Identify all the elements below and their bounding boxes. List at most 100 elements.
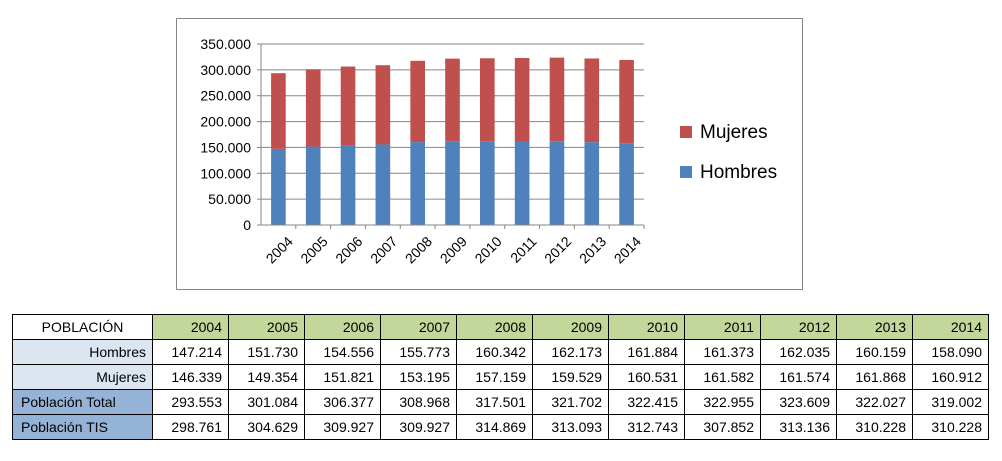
table-cell: 304.629 bbox=[228, 414, 305, 440]
table-cell: 322.415 bbox=[608, 389, 685, 415]
bar-mujeres-2011 bbox=[514, 57, 530, 142]
table-cell: 151.730 bbox=[228, 339, 305, 365]
table-cell: 161.582 bbox=[684, 364, 761, 390]
table-header-label: POBLACIÓN bbox=[12, 314, 153, 340]
table-cell: 154.556 bbox=[304, 339, 381, 365]
table-cell: 322.027 bbox=[836, 389, 913, 415]
axes bbox=[260, 44, 644, 226]
table-cell: 317.501 bbox=[456, 389, 533, 415]
table-cell: 323.609 bbox=[760, 389, 837, 415]
population-table: POBLACIÓN 2004 2005 2006 2007 2008 2009 2010 201… bbox=[12, 314, 989, 440]
table-cell: 147.214 bbox=[152, 339, 229, 365]
bars bbox=[271, 57, 634, 225]
table-cell: 157.159 bbox=[456, 364, 533, 390]
y-tick-label: 250.000 bbox=[200, 88, 251, 104]
table-cell: 309.927 bbox=[380, 414, 457, 440]
y-tick-label: 50.000 bbox=[208, 191, 251, 207]
table-cell: 161.574 bbox=[760, 364, 837, 390]
table-cell: 293.553 bbox=[152, 389, 229, 415]
table-cell: 160.531 bbox=[608, 364, 685, 390]
bar-mujeres-2010 bbox=[480, 58, 495, 142]
year-header: 2013 bbox=[836, 314, 913, 340]
year-header: 2006 bbox=[304, 314, 381, 340]
table-cell: 307.852 bbox=[684, 414, 761, 440]
bar-mujeres-2005 bbox=[305, 69, 321, 147]
row-label: Mujeres bbox=[12, 364, 153, 390]
bar-mujeres-2004 bbox=[271, 73, 286, 149]
legend-swatch-hombres bbox=[680, 166, 692, 178]
year-header: 2007 bbox=[380, 314, 457, 340]
bar-hombres-2005 bbox=[305, 146, 321, 225]
table-cell: 160.159 bbox=[836, 339, 913, 365]
year-header: 2011 bbox=[684, 314, 761, 340]
legend: Mujeres Hombres bbox=[680, 122, 777, 183]
table-cell: 321.702 bbox=[532, 389, 609, 415]
row-label: Población TIS bbox=[12, 414, 153, 440]
table-cell: 319.002 bbox=[912, 389, 989, 415]
y-tick-label: 100.000 bbox=[200, 165, 251, 181]
y-tick-label: 300.000 bbox=[200, 62, 251, 78]
table-cell: 161.868 bbox=[836, 364, 913, 390]
y-axis-ticks: 0 50.000 100.000 150.000 200.000 250.000 300.0… bbox=[200, 36, 261, 233]
table-cell: 306.377 bbox=[304, 389, 381, 415]
bar-hombres-2006 bbox=[340, 145, 356, 225]
table-cell: 159.529 bbox=[532, 364, 609, 390]
table-cell: 160.342 bbox=[456, 339, 533, 365]
table-row: Población TIS 298.761 304.629 309.927 309.92… bbox=[12, 414, 989, 440]
chart-container: 0 50.000 100.000 150.000 200.000 250.000 300.0… bbox=[176, 18, 803, 290]
y-tick-label: 350.000 bbox=[200, 36, 251, 52]
bar-hombres-2013 bbox=[584, 142, 600, 225]
table-cell: 310.228 bbox=[912, 414, 989, 440]
table-cell: 313.093 bbox=[532, 414, 609, 440]
y-tick-label: 150.000 bbox=[200, 139, 251, 155]
table-row: Hombres 147.214 151.730 154.556 155.773 160.3… bbox=[12, 339, 989, 365]
bar-mujeres-2012 bbox=[549, 57, 565, 142]
table-cell: 314.869 bbox=[456, 414, 533, 440]
table-cell: 301.084 bbox=[228, 389, 305, 415]
year-header: 2010 bbox=[608, 314, 685, 340]
table-cell: 162.035 bbox=[760, 339, 837, 365]
table-cell: 161.884 bbox=[608, 339, 685, 365]
legend-label-hombres: Hombres bbox=[700, 162, 777, 183]
bar-hombres-2011 bbox=[514, 141, 530, 225]
y-tick-label: 200.000 bbox=[200, 114, 251, 130]
table-cell: 322.955 bbox=[684, 389, 761, 415]
stacked-bar-chart: 0 50.000 100.000 150.000 200.000 250.000 300.0… bbox=[176, 18, 803, 290]
table-cell: 151.821 bbox=[304, 364, 381, 390]
table-cell: 161.373 bbox=[684, 339, 761, 365]
year-header: 2008 bbox=[456, 314, 533, 340]
bar-mujeres-2014 bbox=[619, 60, 634, 144]
table-cell: 153.195 bbox=[380, 364, 457, 390]
bar-hombres-2004 bbox=[271, 148, 286, 225]
bar-mujeres-2013 bbox=[584, 58, 600, 143]
table-cell: 160.912 bbox=[912, 364, 989, 390]
table-cell: 162.173 bbox=[532, 339, 609, 365]
year-header: 2009 bbox=[532, 314, 609, 340]
y-tick-label: 0 bbox=[243, 217, 251, 233]
bar-mujeres-2009 bbox=[445, 58, 460, 142]
table-cell: 310.228 bbox=[836, 414, 913, 440]
table-header-row: POBLACIÓN 2004 2005 2006 2007 2008 2009 2010 201… bbox=[12, 314, 989, 340]
legend-swatch-mujeres bbox=[680, 126, 692, 138]
bar-mujeres-2006 bbox=[340, 66, 356, 146]
table-cell: 155.773 bbox=[380, 339, 457, 365]
row-label: Población Total bbox=[12, 389, 153, 415]
table-row: Población Total 293.553 301.084 306.377 308.… bbox=[12, 389, 989, 415]
legend-label-mujeres: Mujeres bbox=[700, 122, 768, 143]
year-header: 2004 bbox=[152, 314, 229, 340]
bar-hombres-2008 bbox=[410, 142, 425, 225]
table-cell: 308.968 bbox=[380, 389, 457, 415]
row-label: Hombres bbox=[12, 339, 153, 365]
table-cell: 312.743 bbox=[608, 414, 685, 440]
table-cell: 309.927 bbox=[304, 414, 381, 440]
table-cell: 146.339 bbox=[152, 364, 229, 390]
bar-mujeres-2007 bbox=[375, 65, 391, 145]
table-cell: 298.761 bbox=[152, 414, 229, 440]
bar-hombres-2009 bbox=[445, 141, 460, 225]
year-header: 2012 bbox=[760, 314, 837, 340]
table-cell: 158.090 bbox=[912, 339, 989, 365]
bar-mujeres-2008 bbox=[410, 60, 425, 143]
table-cell: 149.354 bbox=[228, 364, 305, 390]
bar-hombres-2010 bbox=[480, 141, 495, 225]
bar-hombres-2014 bbox=[619, 143, 634, 225]
